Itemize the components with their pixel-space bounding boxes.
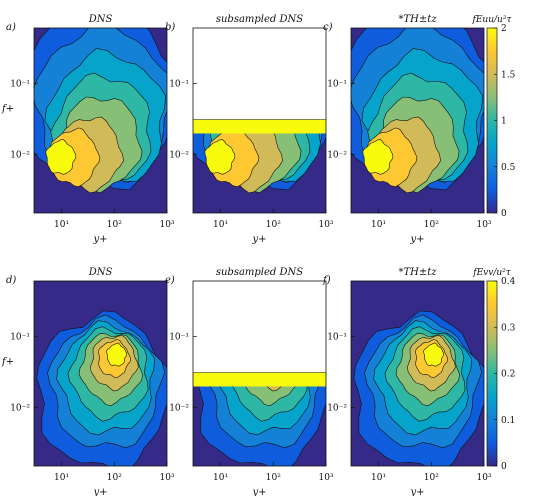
axes-frame xyxy=(350,27,485,214)
panel-letter: c) xyxy=(323,22,333,33)
panel-title: subsampled DNS xyxy=(216,267,303,278)
x-tick-label: 10³ xyxy=(318,220,333,230)
x-tick-label: 10² xyxy=(266,473,281,483)
y-tick-label: 10⁻² xyxy=(327,403,347,413)
colorbar-tick-label: 0.2 xyxy=(501,370,515,380)
y-tick-label: 10⁻¹ xyxy=(169,79,189,89)
colorbar-label: fEvv/u²τ xyxy=(472,268,512,278)
contour-level xyxy=(362,139,394,175)
y-tick-label: 10⁻¹ xyxy=(327,332,347,342)
colorbar xyxy=(486,27,498,214)
panel-letter: e) xyxy=(165,275,175,286)
contour-level xyxy=(45,139,77,175)
y-tick-label: 10⁻¹ xyxy=(10,332,30,342)
heatmap-contours xyxy=(36,310,167,466)
panel-c xyxy=(350,27,485,214)
cutoff-band xyxy=(193,372,326,387)
colorbar-tick-label: 0.1 xyxy=(501,416,515,426)
x-axis-label: y+ xyxy=(409,487,424,496)
panel-letter: f) xyxy=(322,275,331,286)
x-tick-label: 10² xyxy=(107,220,122,230)
colorbar-tick-label: 0.3 xyxy=(501,323,516,333)
colorbar xyxy=(486,280,498,467)
x-tick-label: 10¹ xyxy=(54,473,69,483)
x-tick-label: 10² xyxy=(107,473,122,483)
colorbar-tick-label: 0 xyxy=(501,462,507,472)
y-tick-label: 10⁻¹ xyxy=(169,332,189,342)
y-tick-label: 10⁻² xyxy=(10,150,30,160)
colorbar-tick-label: 0.4 xyxy=(501,277,516,287)
x-tick-label: 10¹ xyxy=(371,473,386,483)
panel-title: DNS xyxy=(88,267,113,278)
y-tick-label: 10⁻² xyxy=(327,150,347,160)
axes-frame xyxy=(192,27,327,214)
contour-level xyxy=(106,342,128,367)
x-axis-label: y+ xyxy=(92,234,107,245)
axes-frame xyxy=(192,280,327,467)
masked-region xyxy=(193,28,326,120)
axes-frame xyxy=(33,280,168,467)
colorbar-tick-label: 1.5 xyxy=(501,70,516,80)
heatmap-contours xyxy=(34,28,167,194)
colorbar-tick-label: 2 xyxy=(501,24,507,34)
x-tick-label: 10³ xyxy=(159,220,174,230)
panel-d xyxy=(33,280,168,467)
x-axis-label: y+ xyxy=(409,234,424,245)
panel-title: *TH±tz xyxy=(398,14,437,25)
y-tick-label: 10⁻² xyxy=(169,403,189,413)
x-tick-label: 10³ xyxy=(476,473,491,483)
colorbar-label: fEuu/u²τ xyxy=(472,15,513,25)
panel-title: subsampled DNS xyxy=(216,14,303,25)
panel-e xyxy=(192,280,327,467)
x-axis-label: y+ xyxy=(251,234,266,245)
x-axis-label: y+ xyxy=(92,487,107,496)
contour-level xyxy=(204,139,236,175)
y-axis-label: f+ xyxy=(1,103,14,114)
y-tick-label: 10⁻¹ xyxy=(10,79,30,89)
y-axis-label: f+ xyxy=(1,356,14,367)
x-tick-label: 10¹ xyxy=(213,473,228,483)
y-tick-label: 10⁻² xyxy=(10,403,30,413)
x-tick-label: 10¹ xyxy=(371,220,386,230)
masked-region xyxy=(193,281,326,373)
heatmap-contours xyxy=(351,28,484,194)
colorbar-tick-label: 0 xyxy=(501,209,507,219)
contour-level xyxy=(423,342,445,367)
panel-letter: d) xyxy=(6,275,16,286)
panel-title: DNS xyxy=(88,14,113,25)
panel-f xyxy=(350,280,485,467)
x-tick-label: 10² xyxy=(424,220,439,230)
heatmap-contours xyxy=(353,310,484,466)
panel-letter: a) xyxy=(6,22,16,33)
x-axis-label: y+ xyxy=(251,487,266,496)
axes-frame xyxy=(350,280,485,467)
x-tick-label: 10³ xyxy=(159,473,174,483)
cutoff-band xyxy=(193,119,326,134)
x-tick-label: 10² xyxy=(424,473,439,483)
x-tick-label: 10¹ xyxy=(54,220,69,230)
colorbar-tick-label: 1 xyxy=(501,117,507,127)
panel-a xyxy=(33,27,168,214)
x-tick-label: 10³ xyxy=(318,473,333,483)
panel-letter: b) xyxy=(165,22,175,33)
y-tick-label: 10⁻¹ xyxy=(327,79,347,89)
colorbar-tick-label: 0.5 xyxy=(501,163,516,173)
y-tick-label: 10⁻² xyxy=(169,150,189,160)
axes-frame xyxy=(33,27,168,214)
panel-title: *TH±tz xyxy=(398,267,437,278)
x-tick-label: 10¹ xyxy=(213,220,228,230)
x-tick-label: 10² xyxy=(266,220,281,230)
x-tick-label: 10³ xyxy=(476,220,491,230)
panel-b xyxy=(192,27,327,214)
